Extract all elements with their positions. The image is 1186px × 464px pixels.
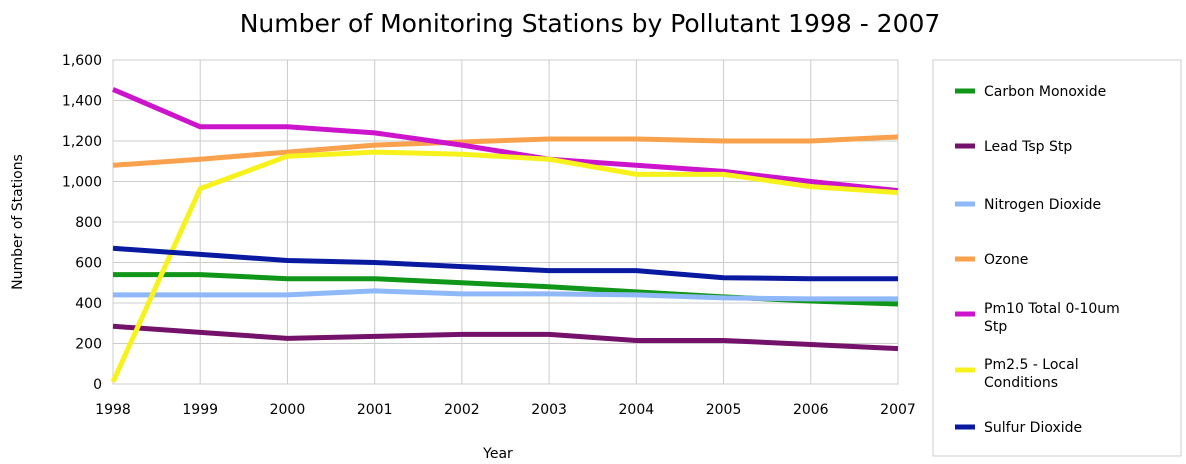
- legend-label: Nitrogen Dioxide: [984, 197, 1101, 213]
- series-line: [112, 245, 898, 282]
- legend-items: Carbon Monoxide Lead Tsp Stp Nitrogen Diox…: [955, 84, 1120, 436]
- y-axis-label: Number of Stations: [10, 154, 26, 290]
- y-tick-label: 1,200: [62, 134, 102, 150]
- series-line: [112, 87, 899, 194]
- legend-label: Stp: [984, 319, 1007, 335]
- series-line: [113, 288, 898, 302]
- x-axis-label: Year: [482, 446, 513, 462]
- y-tick-label: 400: [75, 296, 102, 312]
- legend-label: Conditions: [984, 375, 1058, 391]
- x-tick-label: 2004: [619, 402, 655, 418]
- y-tick-label: 1,000: [62, 175, 102, 191]
- x-axis-ticks: 1998 1999 2000 2001 2002 2003 2004 2005 2006 2007: [95, 402, 916, 418]
- y-tick-label: 1,400: [62, 94, 102, 110]
- grid: [112, 59, 899, 385]
- legend-label: Ozone: [984, 252, 1028, 268]
- y-tick-label: 0: [93, 377, 102, 393]
- legend-label: Lead Tsp Stp: [984, 139, 1072, 155]
- y-tick-label: 600: [75, 256, 102, 272]
- legend-label: Pm2.5 - Local: [984, 357, 1079, 373]
- x-tick-label: 2005: [706, 402, 742, 418]
- x-tick-label: 2000: [270, 402, 306, 418]
- plot-area: [112, 59, 899, 385]
- chart-title: Number of Monitoring Stations by Polluta…: [240, 9, 941, 38]
- legend-label: Sulfur Dioxide: [984, 420, 1082, 436]
- series-line: [110, 149, 899, 384]
- series-lines: [110, 87, 899, 384]
- legend: Carbon Monoxide Lead Tsp Stp Nitrogen Diox…: [932, 59, 1182, 457]
- x-tick-label: 1998: [95, 402, 131, 418]
- y-tick-label: 800: [75, 215, 102, 231]
- y-tick-label: 200: [75, 337, 102, 353]
- y-axis-ticks: 0 200 400 600 800 1,000 1,200 1,400 1,600: [62, 53, 102, 393]
- legend-label: Pm10 Total 0-10um: [984, 301, 1120, 317]
- x-tick-label: 2007: [880, 402, 916, 418]
- series-line: [112, 134, 899, 168]
- legend-label: Carbon Monoxide: [984, 84, 1106, 100]
- x-tick-label: 2001: [357, 402, 393, 418]
- x-tick-label: 2006: [793, 402, 829, 418]
- x-tick-label: 1999: [182, 402, 218, 418]
- y-tick-label: 1,600: [62, 53, 102, 69]
- x-tick-label: 2003: [531, 402, 567, 418]
- series-line: [112, 323, 899, 352]
- x-tick-label: 2002: [444, 402, 480, 418]
